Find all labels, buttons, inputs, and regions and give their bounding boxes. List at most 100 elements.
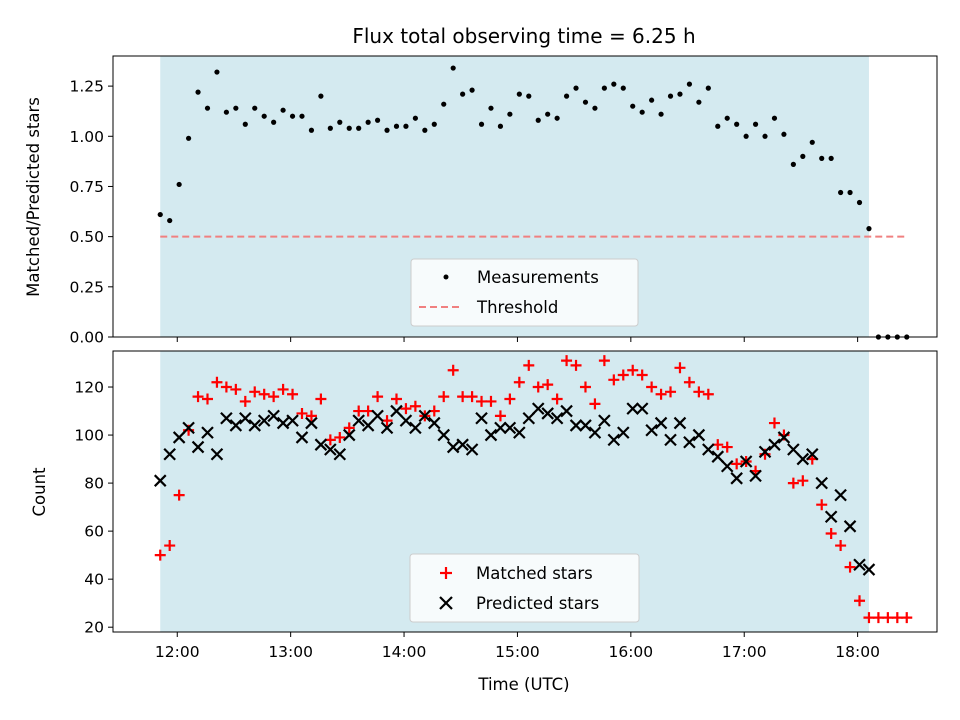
matched-star-point	[220, 381, 232, 393]
measurement-point	[734, 121, 740, 127]
measurement-point	[356, 125, 362, 131]
predicted-star-point	[513, 426, 526, 439]
matched-star-point	[674, 362, 686, 374]
predicted-star-point	[843, 520, 857, 533]
predicted-star-point	[399, 414, 413, 427]
matched-star-point	[816, 499, 828, 511]
measurement-point	[450, 65, 456, 71]
measurement-point	[412, 115, 418, 121]
measurement-point	[535, 117, 541, 123]
measurement-point	[422, 127, 428, 133]
predicted-star-point	[787, 443, 800, 456]
measurement-point	[233, 105, 239, 111]
measurement-point	[469, 87, 475, 93]
matched-star-point	[438, 391, 450, 403]
measurement-point	[526, 93, 532, 99]
predicted-star-point	[248, 419, 262, 432]
predicted-star-point	[768, 438, 781, 451]
predicted-star-point	[664, 433, 677, 447]
measurement-point	[752, 121, 759, 127]
measurement-point	[819, 155, 825, 161]
matched-star-point	[211, 376, 223, 388]
predicted-star-point	[588, 426, 602, 439]
measurement-point	[488, 105, 494, 111]
matched-star-point	[589, 398, 601, 410]
predicted-star-point	[342, 428, 356, 442]
predicted-star-point	[815, 476, 828, 490]
chart-title: Flux total observing time = 6.25 h	[352, 24, 695, 48]
y-tick-label: 1.25	[69, 78, 104, 96]
matched-star-point	[608, 374, 620, 386]
matched-star-point	[617, 369, 629, 381]
x-tick-label: 13:00	[268, 643, 313, 661]
measurement-point	[516, 91, 522, 97]
measurement-point	[715, 123, 721, 129]
measurement-point	[337, 119, 343, 125]
measurement-point	[384, 127, 390, 133]
x-tick-label: 15:00	[495, 643, 540, 661]
measurement-point	[346, 125, 352, 131]
predicted-star-point	[550, 411, 564, 425]
predicted-star-point	[446, 440, 460, 454]
predicted-star-point	[371, 409, 384, 423]
y-tick-label: 0.50	[69, 228, 104, 246]
predicted-star-point	[522, 411, 536, 425]
predicted-star-point	[201, 426, 214, 439]
predicted-star-point	[295, 431, 309, 444]
x-axis-label: Time (UTC)	[477, 675, 569, 694]
predicted-star-point	[361, 419, 375, 432]
predicted-star-point	[805, 447, 819, 461]
top-y-axis: 0.00 0.25 0.50 0.75 1.00 1.25	[69, 78, 113, 347]
legend-predicted-label: Predicted stars	[476, 594, 599, 613]
measurement-point	[677, 91, 683, 97]
predicted-star-point	[163, 447, 176, 461]
measurement-point	[828, 155, 834, 161]
measurement-point	[573, 85, 579, 91]
matched-star-point	[239, 395, 251, 407]
measurement-point	[705, 85, 711, 91]
measurement-point	[431, 121, 437, 127]
predicted-star-point	[654, 416, 668, 430]
matched-star-point	[287, 388, 299, 400]
predicted-star-point	[702, 443, 715, 456]
matched-star-point	[835, 540, 847, 552]
predicted-star-point	[437, 428, 451, 442]
matched-star-point	[334, 431, 346, 443]
measurement-point	[686, 81, 693, 87]
predicted-star-point	[711, 450, 725, 463]
matched-star-point	[201, 393, 213, 405]
matched-star-point	[863, 612, 875, 624]
y-tick-label: 40	[84, 571, 104, 589]
matched-star-point	[523, 359, 535, 371]
y-tick-label: 1.00	[69, 128, 104, 146]
measurement-point	[185, 135, 192, 141]
predicted-star-point	[824, 510, 838, 523]
measurement-point	[847, 189, 853, 196]
matched-star-point	[542, 379, 554, 391]
measurement-point	[790, 161, 796, 167]
matched-star-point	[315, 393, 327, 405]
measurement-point	[611, 81, 617, 87]
predicted-star-point	[390, 404, 403, 418]
matched-star-point	[343, 422, 355, 434]
legend-matched-label: Matched stars	[476, 564, 593, 583]
matched-star-point	[409, 400, 421, 412]
matched-star-point	[249, 386, 261, 398]
measurement-point	[261, 113, 267, 119]
measurement-point	[620, 85, 626, 91]
predicted-star-point	[692, 428, 706, 442]
matched-star-point	[570, 359, 582, 371]
matched-star-point	[693, 386, 705, 398]
matched-star-point	[768, 417, 780, 429]
predicted-star-point	[626, 402, 640, 415]
legend-predicted-marker	[439, 596, 453, 610]
matched-star-point	[390, 393, 402, 405]
measurement-point	[167, 217, 173, 224]
predicted-star-point	[229, 419, 243, 432]
predicted-star-point	[541, 407, 554, 420]
measurement-point	[289, 113, 296, 119]
predicted-star-point	[607, 433, 621, 447]
measurement-point	[658, 111, 664, 117]
y-tick-label: 0.00	[69, 329, 104, 347]
